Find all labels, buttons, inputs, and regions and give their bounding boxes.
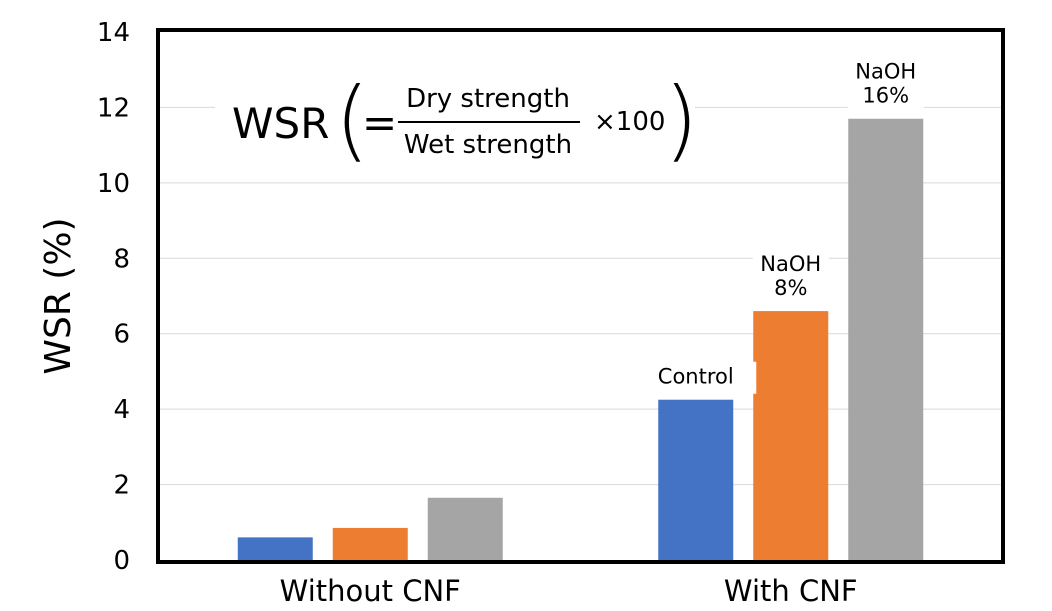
wsr-formula: WSR ( = Dry strength Wet strength ×100 )	[215, 68, 698, 171]
y-tick-label: 6	[113, 320, 130, 350]
bar-data-label: NaOH	[855, 60, 916, 84]
formula-denominator: Wet strength	[404, 130, 572, 160]
y-tick-label: 2	[113, 471, 130, 501]
formula-open-paren: (	[335, 68, 369, 171]
y-tick-label: 10	[97, 169, 130, 199]
bar	[848, 118, 924, 560]
bar-label-background	[847, 56, 924, 113]
y-axis-ticks: 0 2 4 6 8 10 12 14	[97, 18, 130, 576]
bar-data-label: 8%	[774, 276, 807, 300]
formula-close-paren: )	[664, 68, 698, 171]
x-axis-categories: Without CNF With CNF	[280, 574, 858, 608]
bar-label-background	[752, 249, 829, 306]
bar-data-label: Control	[658, 365, 734, 389]
bar-data-label: 16%	[862, 84, 909, 108]
formula-multiplier: ×100	[594, 107, 665, 137]
y-tick-label: 14	[97, 18, 130, 48]
bar-data-label: NaOH	[760, 252, 821, 276]
bar	[658, 399, 734, 560]
formula-lhs: WSR	[232, 99, 329, 148]
formula-equals: =	[362, 98, 397, 147]
y-tick-label: 4	[113, 395, 130, 425]
bar	[332, 527, 408, 560]
x-category-label: With CNF	[724, 574, 858, 608]
y-tick-label: 0	[113, 546, 130, 576]
y-tick-label: 12	[97, 93, 130, 123]
x-category-label: Without CNF	[280, 574, 461, 608]
bar-label-background	[635, 361, 757, 394]
y-tick-label: 8	[113, 244, 130, 274]
bars	[237, 118, 924, 560]
formula-numerator: Dry strength	[406, 84, 570, 114]
bar	[237, 537, 313, 560]
bar	[427, 497, 503, 560]
bar	[753, 311, 829, 560]
y-axis-title: WSR (%)	[38, 217, 79, 374]
